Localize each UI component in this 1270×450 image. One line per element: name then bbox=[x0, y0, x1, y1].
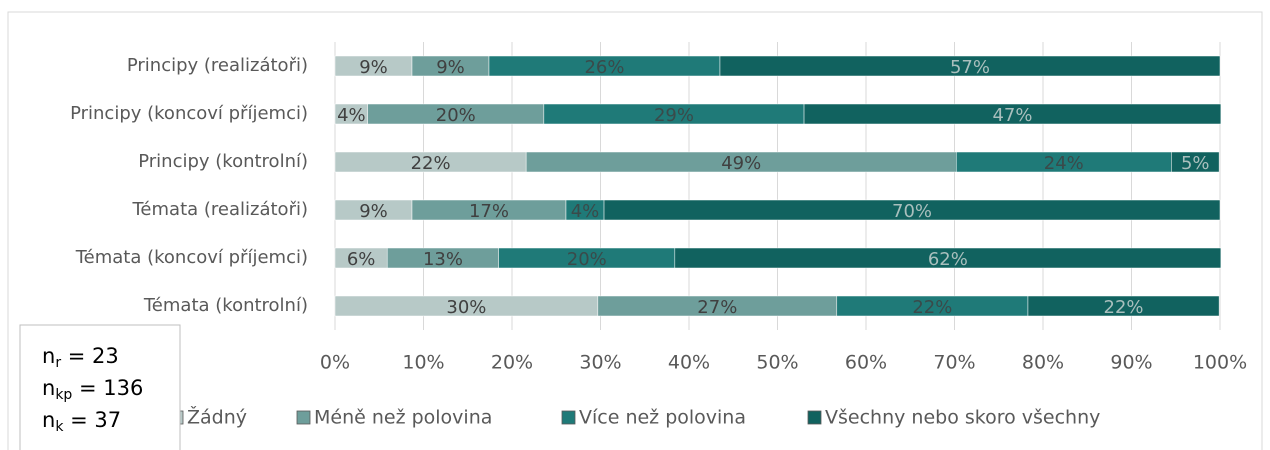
data-label: 9% bbox=[359, 201, 388, 222]
y-tick-label: Témata (realizátoři) bbox=[132, 199, 309, 220]
data-label: 57% bbox=[950, 57, 990, 78]
x-tick-label: 80% bbox=[1022, 352, 1064, 374]
data-label: 47% bbox=[992, 105, 1032, 126]
legend-swatch bbox=[807, 410, 822, 425]
x-tick-label: 70% bbox=[933, 352, 975, 374]
x-tick-label: 0% bbox=[320, 352, 350, 374]
data-label: 20% bbox=[436, 105, 476, 126]
x-tick-label: 40% bbox=[668, 352, 710, 374]
data-label: 26% bbox=[584, 57, 624, 78]
data-label: 22% bbox=[912, 297, 952, 318]
bar-segment bbox=[719, 55, 1221, 77]
x-tick-label: 100% bbox=[1193, 352, 1247, 374]
x-tick-label: 10% bbox=[402, 352, 444, 374]
legend-label: Žádný bbox=[187, 406, 247, 429]
data-label: 5% bbox=[1181, 153, 1210, 174]
data-label: 20% bbox=[567, 249, 607, 270]
note-box bbox=[19, 324, 181, 450]
bar-segment bbox=[1027, 295, 1220, 317]
note-base: n bbox=[42, 344, 55, 368]
legend-swatch bbox=[296, 410, 311, 425]
data-label: 22% bbox=[1104, 297, 1144, 318]
y-tick-label: Principy (realizátoři) bbox=[127, 55, 308, 76]
data-label: 30% bbox=[446, 297, 486, 318]
note: nr = 23 bbox=[42, 344, 119, 371]
x-tick-label: 90% bbox=[1110, 352, 1152, 374]
note-text: = 37 bbox=[63, 408, 121, 432]
data-label: 6% bbox=[347, 249, 376, 270]
data-label: 49% bbox=[721, 153, 761, 174]
data-label: 24% bbox=[1044, 153, 1084, 174]
data-label: 27% bbox=[697, 297, 737, 318]
y-tick-label: Témata (koncoví příjemci) bbox=[75, 247, 308, 268]
note: nkp = 136 bbox=[42, 376, 143, 403]
data-label: 70% bbox=[892, 201, 932, 222]
legend-label: Méně než polovina bbox=[314, 407, 492, 429]
note-base: n bbox=[42, 408, 55, 432]
bar-segment bbox=[1171, 151, 1220, 173]
bar-segment bbox=[603, 199, 1221, 221]
data-label: 29% bbox=[654, 105, 694, 126]
note-sub: k bbox=[55, 419, 64, 435]
note-base: n bbox=[42, 376, 55, 400]
data-label: 22% bbox=[411, 153, 451, 174]
x-tick-label: 30% bbox=[579, 352, 621, 374]
x-tick-label: 20% bbox=[491, 352, 533, 374]
x-tick-label: 60% bbox=[845, 352, 887, 374]
bar-segment bbox=[803, 103, 1222, 125]
y-tick-label: Principy (kontrolní) bbox=[138, 151, 308, 172]
note-sub: r bbox=[55, 355, 61, 371]
data-label: 4% bbox=[571, 201, 600, 222]
data-label: 9% bbox=[359, 57, 388, 78]
chart-frame bbox=[7, 11, 1263, 450]
y-tick-label: Témata (kontrolní) bbox=[143, 295, 308, 316]
data-label: 4% bbox=[337, 105, 366, 126]
note: nk = 37 bbox=[42, 408, 121, 435]
note-sub: kp bbox=[55, 387, 72, 403]
legend-label: Více než polovina bbox=[579, 407, 746, 429]
data-label: 17% bbox=[469, 201, 509, 222]
y-tick-label: Principy (koncoví příjemci) bbox=[70, 103, 308, 124]
x-tick-label: 50% bbox=[756, 352, 798, 374]
legend-label: Všechny nebo skoro všechny bbox=[825, 407, 1100, 429]
note-text: = 136 bbox=[72, 376, 143, 400]
legend-swatch bbox=[561, 410, 576, 425]
data-label: 13% bbox=[423, 249, 463, 270]
data-label: 9% bbox=[436, 57, 465, 78]
note-text: = 23 bbox=[61, 344, 119, 368]
data-label: 62% bbox=[928, 249, 968, 270]
bar-segment bbox=[674, 247, 1222, 269]
